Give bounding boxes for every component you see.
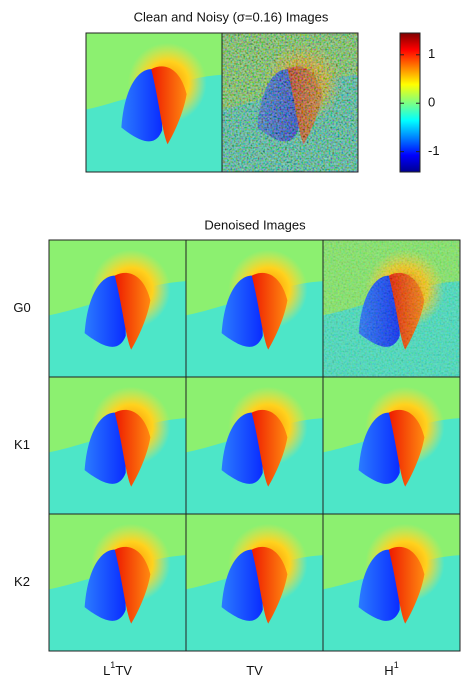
column-label-base: L [103, 663, 110, 678]
row-label: G0 [13, 300, 30, 315]
denoised-image [49, 240, 186, 377]
denoised-image [323, 377, 460, 514]
column-label-sup: 1 [110, 660, 115, 670]
noise-overlay [222, 33, 358, 172]
column-label: L1TV [103, 660, 132, 678]
row-label: K1 [14, 437, 30, 452]
denoised-image [186, 514, 323, 651]
column-label-base: H [384, 663, 393, 678]
denoised-image [49, 514, 186, 651]
colorbar-tick-label: 1 [428, 46, 435, 61]
denoised-image [49, 377, 186, 514]
row-label: K2 [14, 574, 30, 589]
colorbar-tick-label: -1 [428, 143, 440, 158]
denoised-image [186, 377, 323, 514]
denoised-image [323, 514, 460, 651]
noise-overlay [323, 240, 460, 377]
colorbar [399, 32, 421, 173]
colorbar-tick-label: 0 [428, 95, 435, 110]
top-title: Clean and Noisy (σ=0.16) Images [134, 9, 329, 24]
column-label-sup: 1 [394, 660, 399, 670]
denoised-grid [48, 239, 461, 652]
column-label: H1 [384, 660, 398, 678]
column-label: TV [246, 663, 263, 678]
column-label-tail: TV [115, 663, 132, 678]
clean-image [86, 33, 222, 172]
bottom-title: Denoised Images [204, 217, 306, 232]
denoised-image [186, 240, 323, 377]
image-frame [322, 513, 461, 652]
column-label-base: TV [246, 663, 263, 678]
